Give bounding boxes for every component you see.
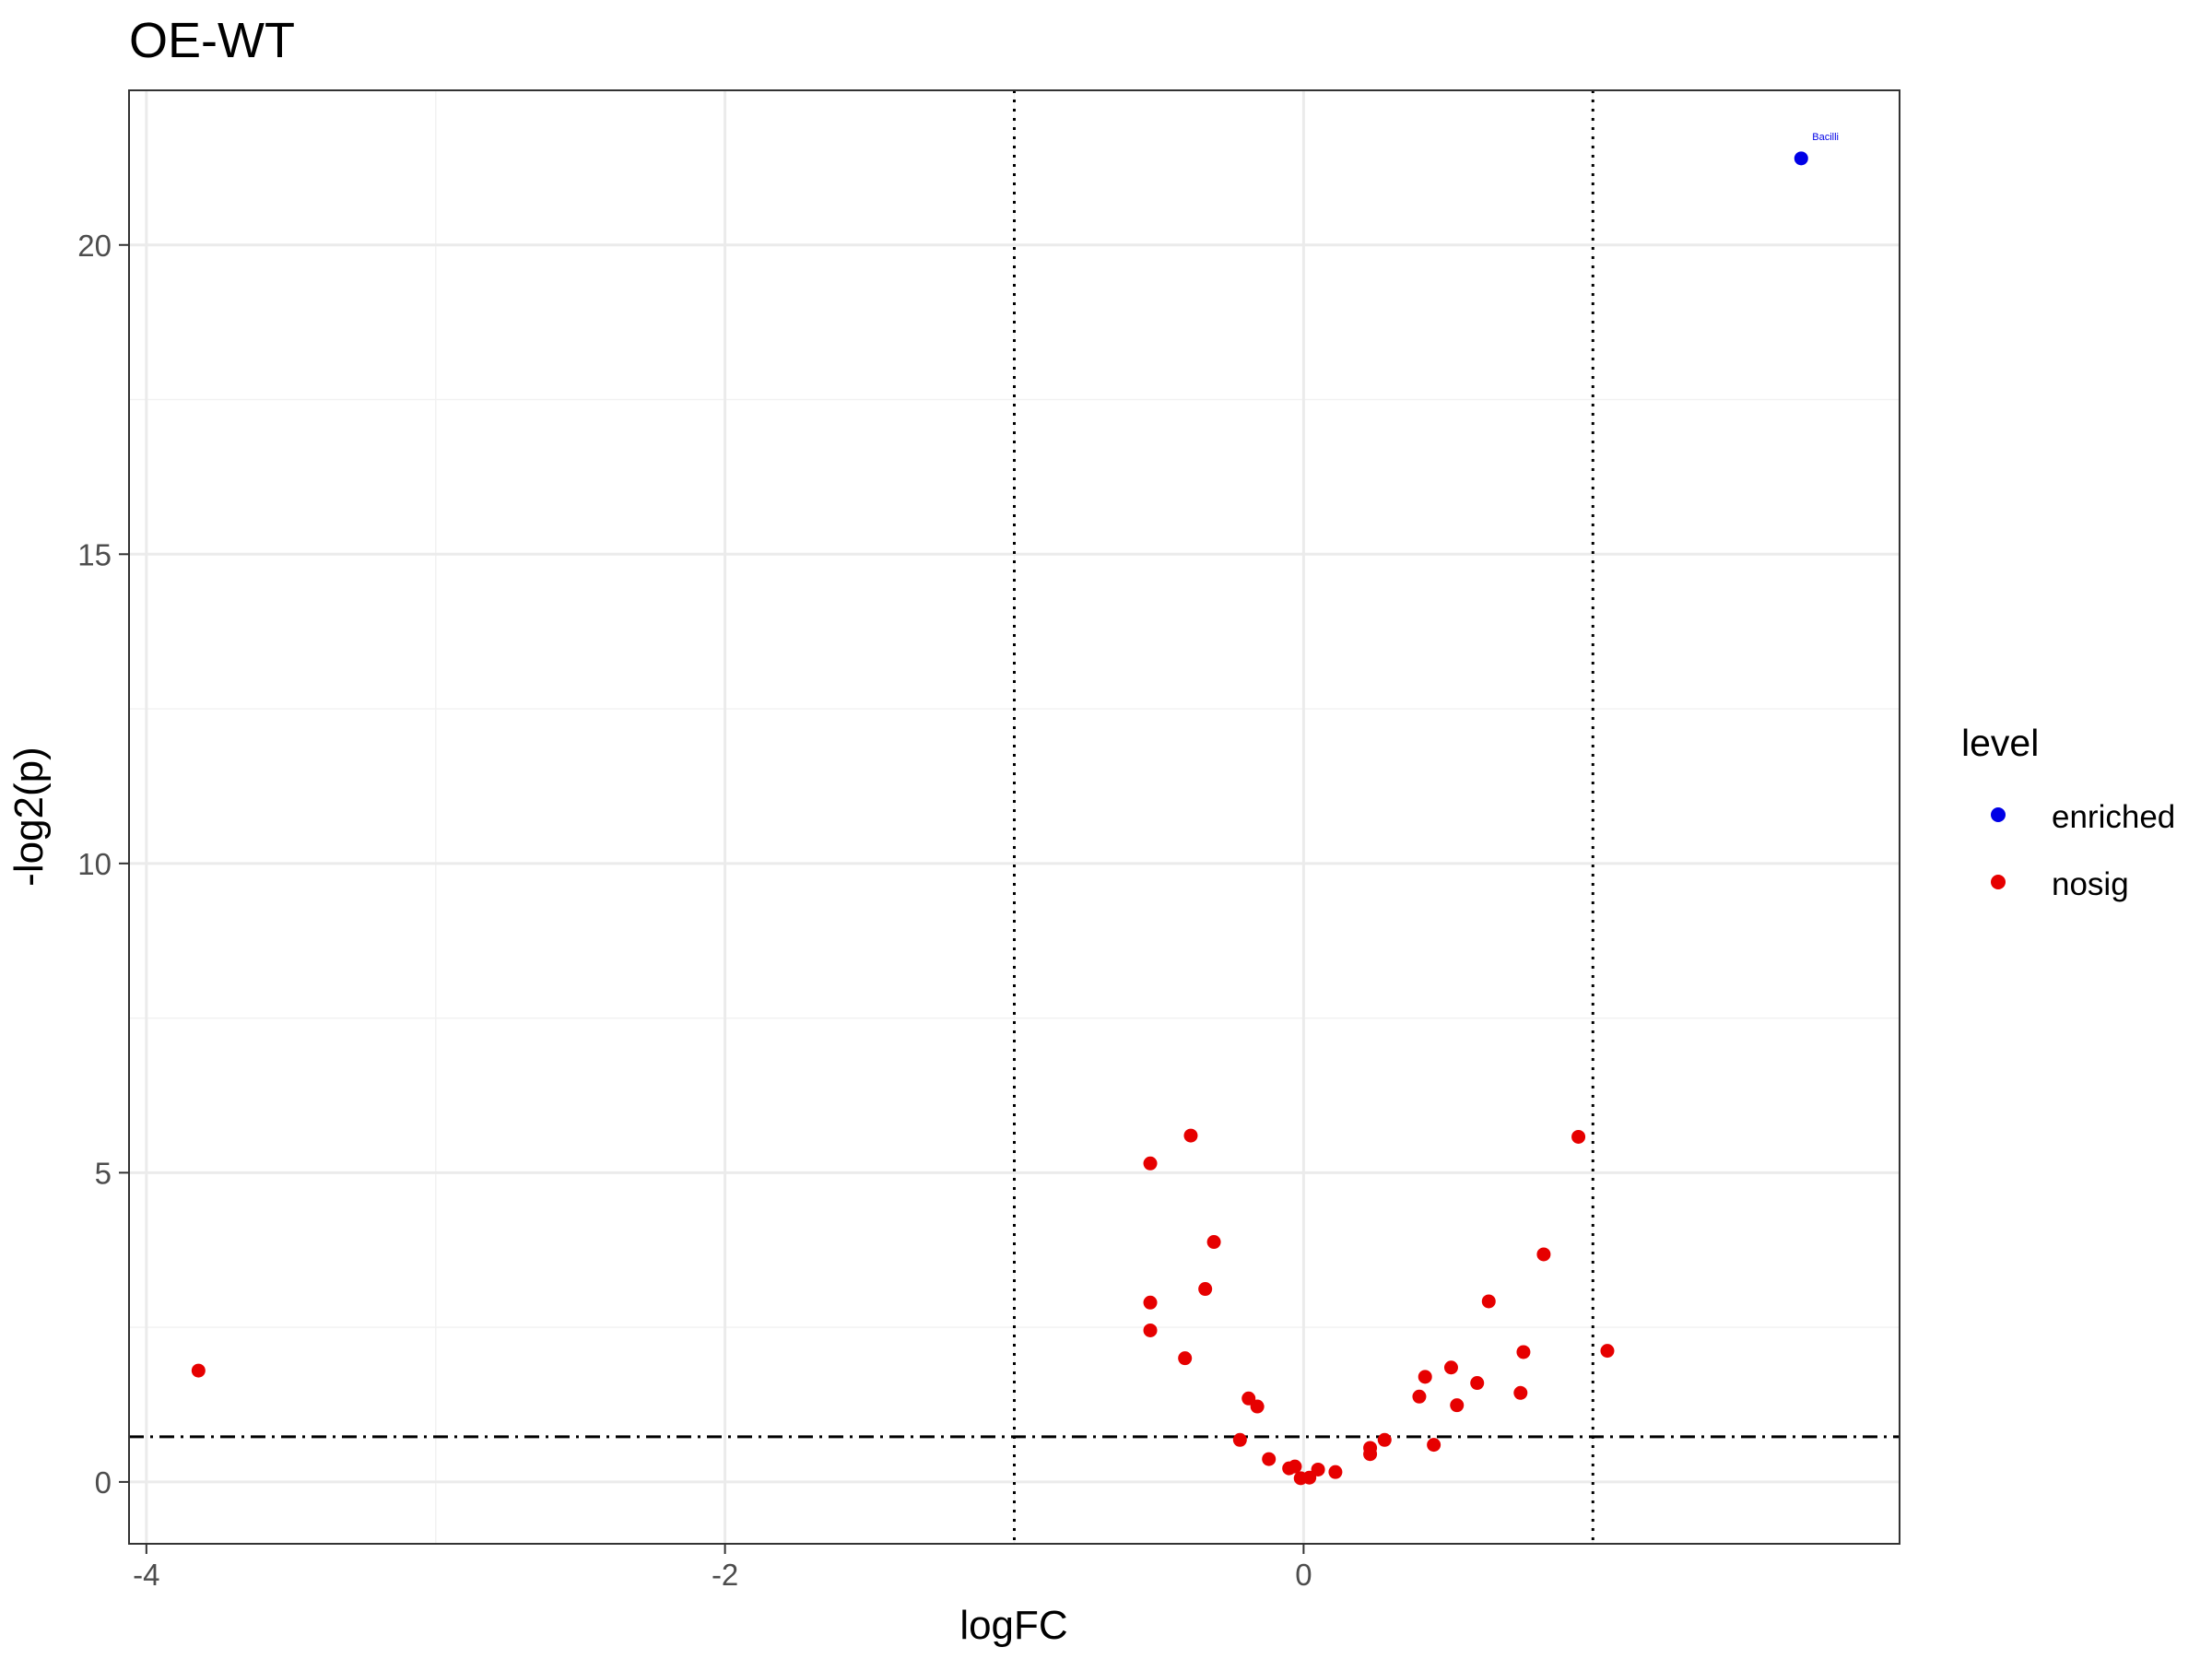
point-nosig (1481, 1294, 1496, 1309)
point-nosig (1143, 1323, 1158, 1337)
point-nosig (1516, 1345, 1531, 1359)
point-nosig (191, 1363, 206, 1378)
legend-title: level (1961, 722, 2039, 764)
point-nosig (1302, 1470, 1317, 1485)
chart-title: OE-WT (129, 13, 295, 68)
y-axis-title: -log2(p) (6, 747, 52, 887)
point-nosig (1198, 1282, 1213, 1297)
x-axis-title: logFC (959, 1603, 1067, 1648)
point-labels: Bacilli (1812, 132, 1839, 143)
x-axis: -4 -2 0 (133, 1544, 1312, 1592)
point-nosig (1232, 1432, 1247, 1447)
legend-key-nosig (1991, 875, 2006, 889)
point-nosig (1536, 1247, 1551, 1262)
legend-label-nosig: nosig (2052, 866, 2129, 902)
legend: level enriched nosig (1961, 722, 2175, 902)
point-nosig (1183, 1128, 1198, 1143)
legend-label-enriched: enriched (2052, 799, 2175, 835)
point-nosig (1178, 1351, 1193, 1366)
point-nosig (1143, 1156, 1158, 1171)
y-tick-label: 20 (77, 229, 112, 263)
x-tick-label: -4 (133, 1558, 159, 1592)
point-nosig (1206, 1235, 1221, 1250)
x-tick-label: 0 (1295, 1558, 1312, 1592)
point-nosig (1241, 1391, 1256, 1406)
point-nosig (1600, 1344, 1615, 1359)
point-nosig (1363, 1441, 1378, 1455)
point-nosig (1470, 1376, 1485, 1391)
y-tick-label: 10 (77, 847, 112, 881)
y-axis: 0 5 10 15 20 (77, 229, 129, 1500)
point-nosig (1418, 1370, 1432, 1384)
point-nosig (1250, 1399, 1265, 1414)
point-nosig (1513, 1385, 1528, 1400)
point-nosig (1311, 1462, 1325, 1477)
y-tick-label: 0 (95, 1465, 112, 1500)
point-nosig (1288, 1459, 1302, 1474)
point-nosig (1262, 1452, 1277, 1466)
point-nosig (1328, 1465, 1343, 1479)
point-label: Bacilli (1812, 132, 1839, 143)
point-nosig (1571, 1129, 1586, 1144)
grid-major (129, 90, 1900, 1544)
point-nosig (1450, 1398, 1465, 1413)
data-points (191, 151, 1808, 1486)
point-nosig (1143, 1295, 1158, 1310)
point-nosig (1427, 1438, 1441, 1453)
x-tick-label: -2 (712, 1558, 738, 1592)
y-tick-label: 15 (77, 537, 112, 571)
point-nosig (1377, 1432, 1392, 1447)
point-nosig (1443, 1360, 1458, 1375)
y-tick-label: 5 (95, 1156, 112, 1190)
point-enriched (1794, 151, 1808, 166)
legend-key-enriched (1991, 807, 2006, 822)
plot-border (128, 89, 1900, 1545)
point-nosig (1412, 1389, 1427, 1404)
reference-lines (129, 90, 1900, 1544)
